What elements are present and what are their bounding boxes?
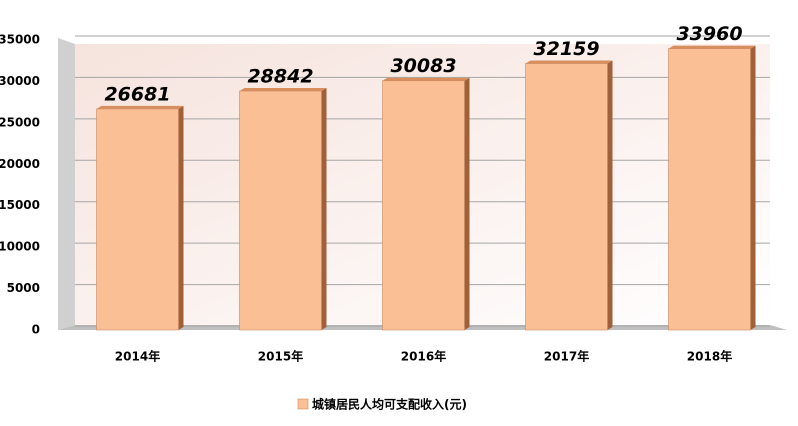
bar: [668, 48, 751, 331]
bar-top: [96, 105, 184, 109]
y-tick-label: 0: [32, 323, 40, 337]
bar: [239, 90, 322, 331]
data-label: 33960: [676, 23, 742, 45]
side-wall: [58, 38, 75, 330]
bar-side: [464, 77, 470, 330]
bar-side: [178, 105, 184, 330]
bar: [382, 80, 465, 331]
x-tick-label: 2016年: [401, 349, 446, 364]
y-tick-label: 35000: [0, 33, 40, 47]
bar: [96, 108, 179, 331]
x-tick-label: 2014年: [115, 349, 160, 364]
bar-top: [668, 45, 756, 49]
bar-side: [321, 88, 327, 330]
y-tick-label: 10000: [0, 240, 40, 254]
bar-top: [239, 88, 327, 92]
legend-swatch: [297, 398, 309, 410]
bar: [525, 63, 608, 331]
bar-top: [525, 60, 613, 64]
y-tick-label: 20000: [0, 157, 40, 171]
data-label: 26681: [104, 83, 170, 105]
y-tick-label: 25000: [0, 115, 40, 129]
bar-top: [382, 77, 470, 81]
bar-side: [607, 60, 613, 331]
y-tick-label: 15000: [0, 198, 40, 212]
x-tick-label: 2015年: [258, 349, 303, 364]
data-label: 28842: [247, 66, 313, 88]
x-tick-label: 2017年: [544, 349, 589, 364]
bar-side: [750, 45, 756, 331]
legend-label: 城镇居民人均可支配收入(元): [312, 397, 467, 412]
data-label: 30083: [390, 55, 456, 77]
data-label: 32159: [533, 38, 599, 60]
y-tick-label: 5000: [7, 281, 40, 295]
y-tick-label: 30000: [0, 74, 40, 88]
x-tick-label: 2018年: [687, 349, 732, 364]
